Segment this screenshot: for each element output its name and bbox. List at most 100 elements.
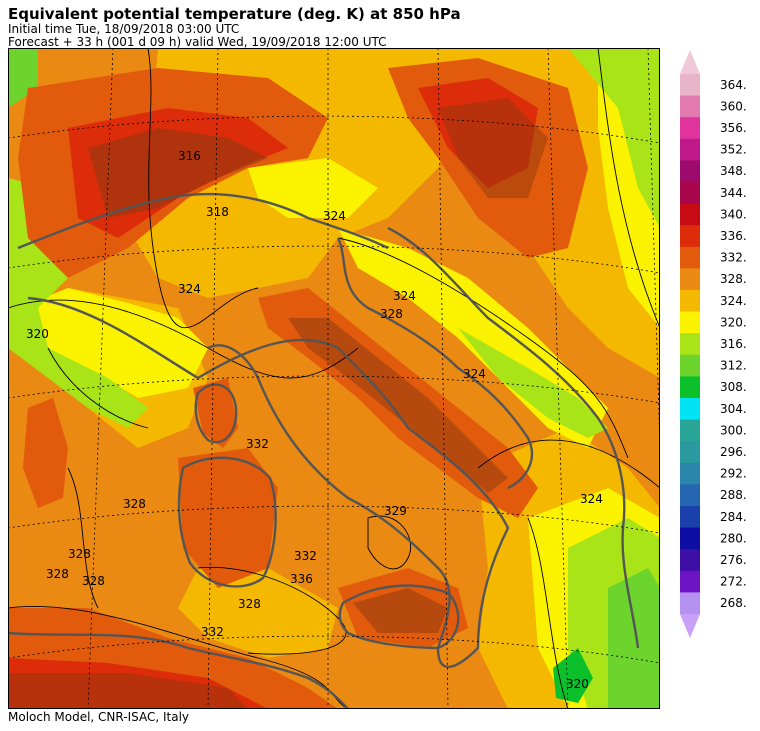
field-320-po	[18, 288, 208, 398]
contour-line	[197, 566, 347, 655]
colorbar-arrow-bottom	[680, 614, 700, 638]
colorbar-label: 304.	[720, 402, 747, 416]
coastline-corsica	[194, 383, 238, 444]
terrain-apennines	[288, 318, 508, 493]
contour-label: 324	[580, 492, 603, 506]
colorbar-swatch	[680, 246, 700, 269]
graticule-line	[207, 48, 219, 709]
colorbar-label: 272.	[720, 575, 747, 589]
colorbar-label: 336.	[720, 229, 747, 243]
contour-label: 324	[178, 282, 201, 296]
colorbar-label: 312.	[720, 359, 747, 373]
contour-label: 320	[566, 677, 589, 691]
coastline-sardinia	[177, 456, 277, 588]
contour-label: 332	[201, 625, 224, 639]
map-frame	[8, 48, 660, 709]
colorbar-swatch	[680, 506, 700, 529]
colorbar-label: 276.	[720, 553, 747, 567]
colorbar-swatch	[680, 74, 700, 97]
forecast-valid-label: Forecast + 33 h (001 d 09 h) valid Wed, …	[8, 35, 387, 49]
coastline-africa	[8, 631, 349, 709]
graticule-line	[647, 48, 660, 449]
graticule-line	[8, 375, 660, 404]
colorbar-label: 352.	[720, 143, 747, 157]
colorbar-label: 356.	[720, 121, 747, 135]
contour-label: 332	[246, 437, 269, 451]
contour-line	[337, 237, 629, 459]
coastline-italy	[27, 296, 510, 669]
colorbar-swatch	[680, 570, 700, 593]
contour-label: 328	[46, 567, 69, 581]
colorbar-swatch	[680, 182, 700, 205]
field-324-tyrrhenian	[178, 568, 338, 658]
colorbar-label: 328.	[720, 272, 747, 286]
colorbar-swatch	[680, 160, 700, 183]
colorbar-swatch	[680, 203, 700, 226]
contour-label: 324	[323, 209, 346, 223]
colorbar-label: 316.	[720, 337, 747, 351]
contour-label: 324	[393, 289, 416, 303]
field-336-balkans	[418, 78, 538, 188]
graticule-line	[437, 48, 449, 709]
colorbar-label: 284.	[720, 510, 747, 524]
colorbar-swatch	[680, 441, 700, 464]
graticule-line	[87, 48, 114, 709]
colorbar-swatch	[680, 225, 700, 248]
contour-label: 316	[178, 149, 201, 163]
field-312-ionian	[608, 568, 660, 709]
colorbar-label: 300.	[720, 423, 747, 437]
field-320-alps	[248, 158, 378, 218]
theta-e-map: 316 318 324 320 324 324 328 332 328 328 …	[8, 48, 660, 709]
contour-label: 328	[123, 497, 146, 511]
contour-label: 328	[238, 597, 261, 611]
contour-label: 328	[82, 574, 105, 588]
terrain-south	[8, 673, 248, 709]
contour-line	[147, 48, 259, 329]
colorbar-label: 360.	[720, 99, 747, 113]
colorbar-label: 324.	[720, 294, 747, 308]
colorbar-swatch	[680, 419, 700, 442]
contour-label: 329	[384, 504, 407, 518]
colorbar-label: 364.	[720, 78, 747, 92]
colorbar-label: 288.	[720, 488, 747, 502]
contour-line	[367, 515, 412, 570]
contour-label: 328	[68, 547, 91, 561]
colorbar-label: 308.	[720, 380, 747, 394]
terrain-alps	[88, 128, 268, 218]
contour-line	[47, 347, 149, 429]
colorbar-swatch	[680, 527, 700, 550]
colorbar: 364. 360. 356. 352. 348. 344. 340. 336. 332. 328.…	[680, 50, 747, 638]
colorbar-swatch	[680, 354, 700, 377]
colorbar-label: 344.	[720, 186, 747, 200]
graticule-line	[8, 505, 660, 534]
colorbar-swatch	[680, 268, 700, 291]
colorbar-swatch	[680, 376, 700, 399]
terrain-sicily	[353, 588, 448, 633]
coastline-sicily	[338, 584, 460, 650]
colorbar-label: 268.	[720, 596, 747, 610]
graticule-line	[8, 245, 660, 274]
coastline-balkans	[387, 226, 640, 649]
colorbar-swatch	[680, 311, 700, 334]
coastline-adriatic	[336, 237, 534, 490]
initial-time-label: Initial time Tue, 18/09/2018 03:00 UTC	[8, 22, 240, 36]
colorbar-swatch	[680, 484, 700, 507]
colorbar-label: 332.	[720, 251, 747, 265]
contour-label: 320	[26, 327, 49, 341]
contour-label: 336	[290, 572, 313, 586]
colorbar-swatch	[680, 95, 700, 118]
colorbar-swatch	[680, 333, 700, 356]
field-316-adriatic	[458, 328, 608, 438]
field-332-west-strip	[23, 398, 68, 508]
map-title: Equivalent potential temperature (deg. K…	[8, 5, 461, 23]
colorbar-label: 348.	[720, 164, 747, 178]
graticule-line	[547, 48, 569, 709]
field-316-ne	[568, 48, 660, 228]
colorbar-swatch	[680, 117, 700, 140]
colorbar-swatch	[680, 138, 700, 161]
contour-line	[527, 517, 569, 709]
terrain-balkans	[438, 98, 548, 198]
field-336-south	[8, 658, 268, 709]
colorbar-swatch	[680, 549, 700, 572]
field-308-patch	[553, 648, 593, 703]
